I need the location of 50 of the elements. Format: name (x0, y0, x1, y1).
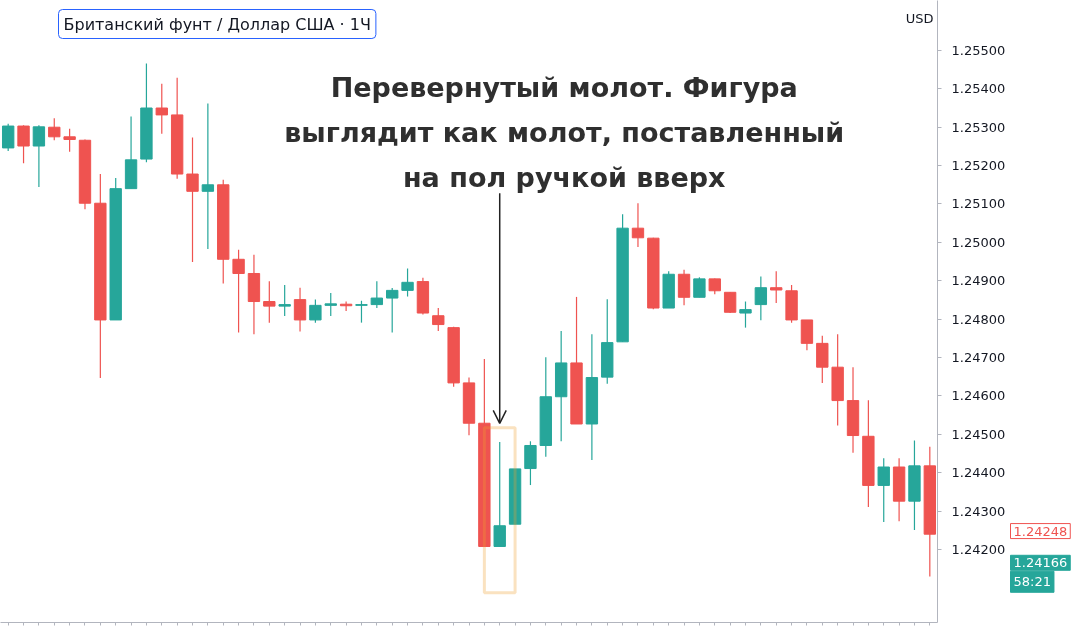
y-tick-label: 1.25400 (951, 81, 1006, 97)
y-tick-label: 1.24700 (951, 350, 1006, 366)
candlestick (677, 269, 691, 306)
y-tick-label: 1.24800 (951, 311, 1006, 327)
candlestick (32, 124, 46, 188)
y-axis-title: USD (905, 10, 934, 26)
candlestick (355, 300, 368, 324)
candlestick (739, 300, 752, 329)
candlestick (324, 292, 337, 317)
y-tick-label: 1.24900 (951, 273, 1006, 289)
y-tick-label: 1.24200 (951, 542, 1006, 558)
candlestick (2, 123, 15, 152)
candlestick (232, 249, 245, 334)
annotation: Перевернутый молот. Фигура выглядит как молот, поставленный на пол ручкой вверх (284, 72, 845, 193)
y-tick-label: 1.25200 (951, 158, 1006, 174)
text: 58:21 (1013, 574, 1051, 590)
candlestick (493, 441, 506, 548)
y-tick-label: 1.25300 (951, 119, 1006, 135)
candlestick (386, 287, 399, 334)
y-tick-label: 1.25000 (951, 234, 1006, 250)
y-tick-label: 1.24500 (951, 426, 1006, 442)
text: 1.24248 (1013, 523, 1068, 539)
candlestick (770, 270, 783, 304)
candlestick (186, 136, 199, 263)
candlestick (693, 276, 706, 298)
candlestick (432, 307, 445, 332)
candlestick (309, 299, 322, 324)
candlestick (201, 102, 215, 250)
y-tick-label: 1.25100 (951, 196, 1006, 212)
candlestick (63, 128, 76, 153)
candlestick (155, 83, 168, 135)
candlestick (263, 280, 276, 324)
candlestick (631, 202, 645, 248)
candlestick (524, 440, 537, 486)
candlestick (48, 117, 61, 141)
candlestick (401, 267, 414, 298)
text: Британский фунт / Доллар США · 1Ч (63, 14, 371, 34)
candlestick (877, 457, 890, 523)
y-tick-label: 1.24600 (951, 388, 1006, 404)
candlestick (800, 319, 814, 351)
candlestick (754, 275, 768, 321)
text: 1.24166 (1013, 555, 1068, 571)
y-tick-label: 1.24400 (951, 465, 1006, 481)
candlestick (278, 284, 291, 317)
candlestick (17, 124, 30, 164)
candlestick (293, 287, 307, 333)
candlestick (370, 280, 384, 309)
y-tick-label: 1.24300 (951, 503, 1006, 519)
candlestick (816, 335, 829, 384)
y-tick-label: 1.25500 (951, 42, 1006, 58)
